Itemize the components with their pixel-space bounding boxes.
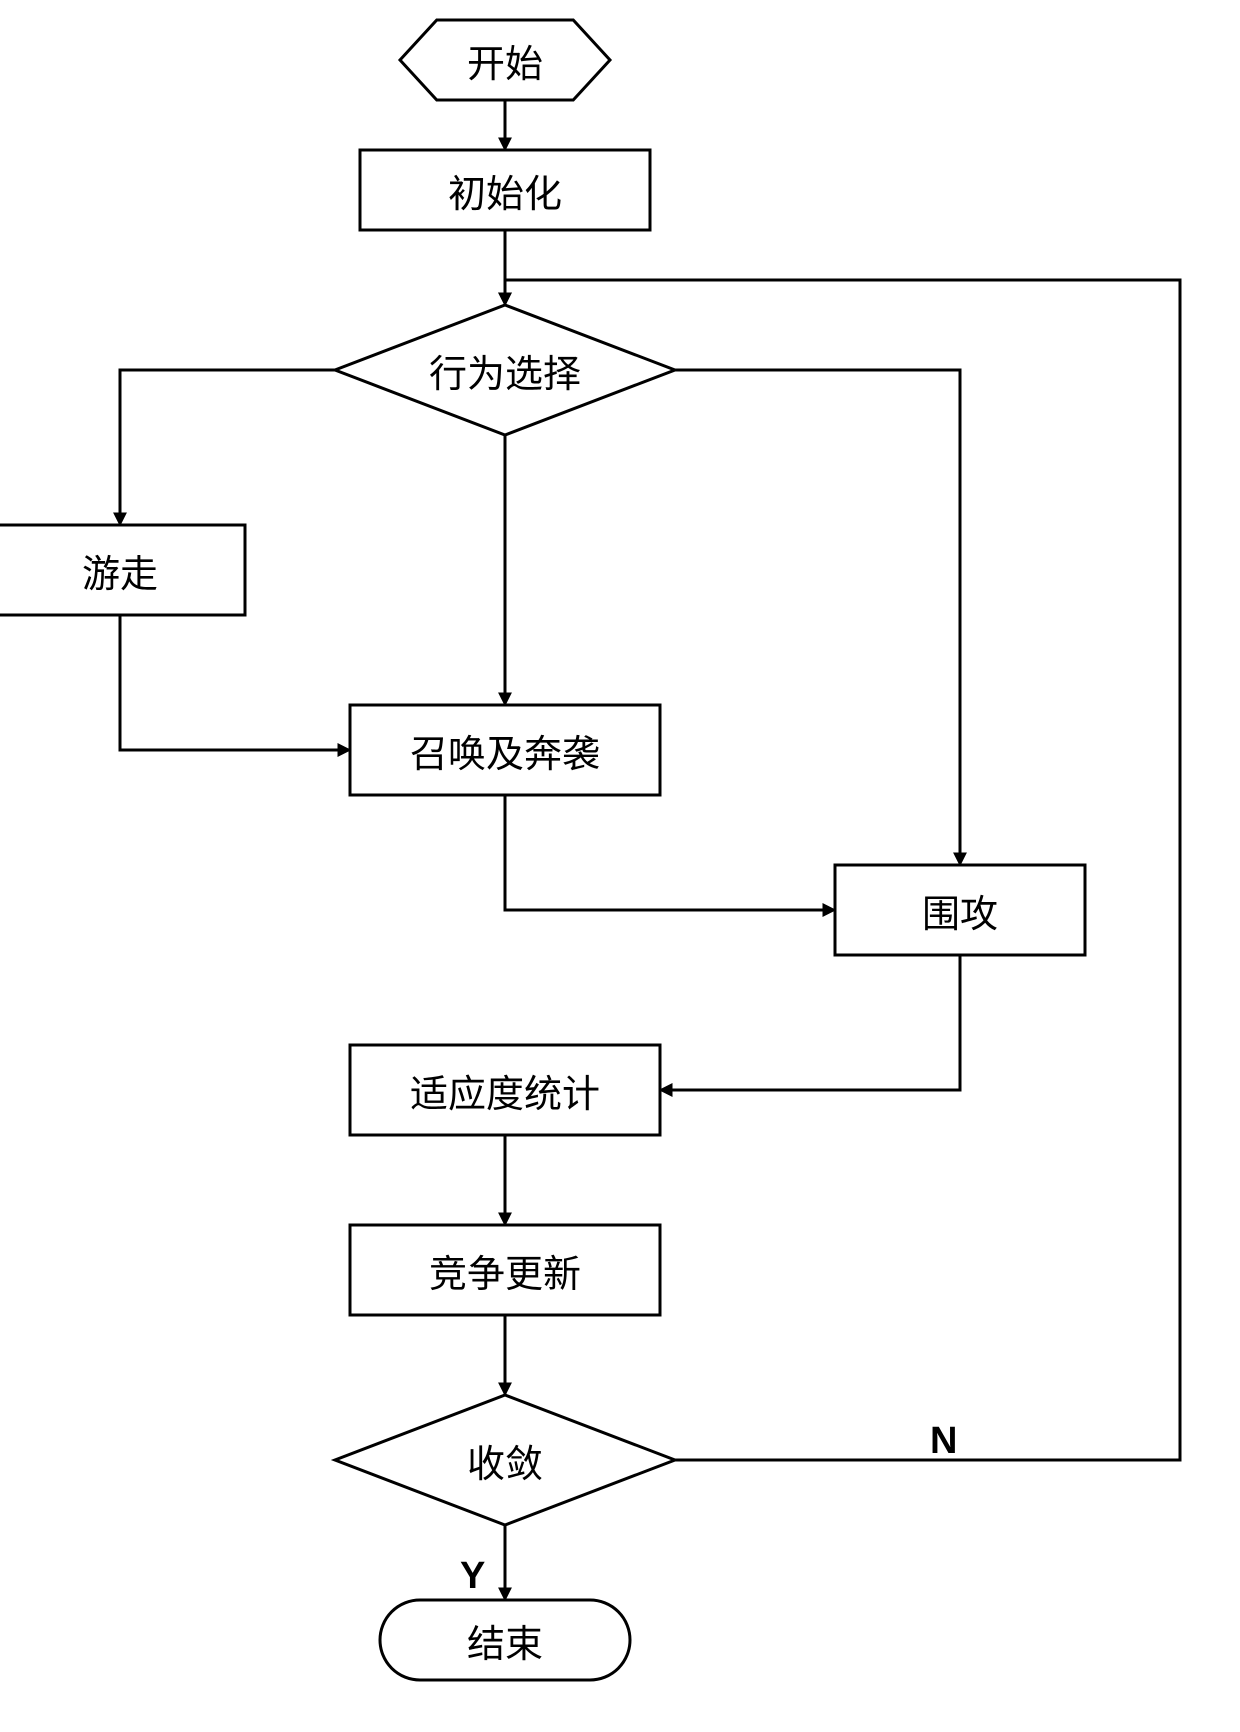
edge-select-wander xyxy=(120,370,335,525)
node-label-select: 行为选择 xyxy=(335,305,675,435)
edge-wander-summon xyxy=(120,615,350,750)
node-label-fitness: 适应度统计 xyxy=(350,1045,660,1135)
edge-select-siege xyxy=(675,370,960,865)
node-label-converge: 收敛 xyxy=(335,1395,675,1525)
node-label-compete: 竞争更新 xyxy=(350,1225,660,1315)
node-label-init: 初始化 xyxy=(360,150,650,230)
edge-summon-siege xyxy=(505,795,835,910)
node-label-end: 结束 xyxy=(380,1600,630,1680)
flowchart-canvas: Y N 开始初始化行为选择游走召唤及奔袭围攻适应度统计竞争更新收敛结束 xyxy=(0,0,1240,1732)
node-label-siege: 围攻 xyxy=(835,865,1085,955)
edge-label-y: Y xyxy=(460,1555,485,1598)
edge-label-n: N xyxy=(930,1420,957,1463)
node-label-start: 开始 xyxy=(400,20,610,100)
edge-siege-fitness xyxy=(660,955,960,1090)
node-label-summon: 召唤及奔袭 xyxy=(350,705,660,795)
node-label-wander: 游走 xyxy=(0,525,245,615)
